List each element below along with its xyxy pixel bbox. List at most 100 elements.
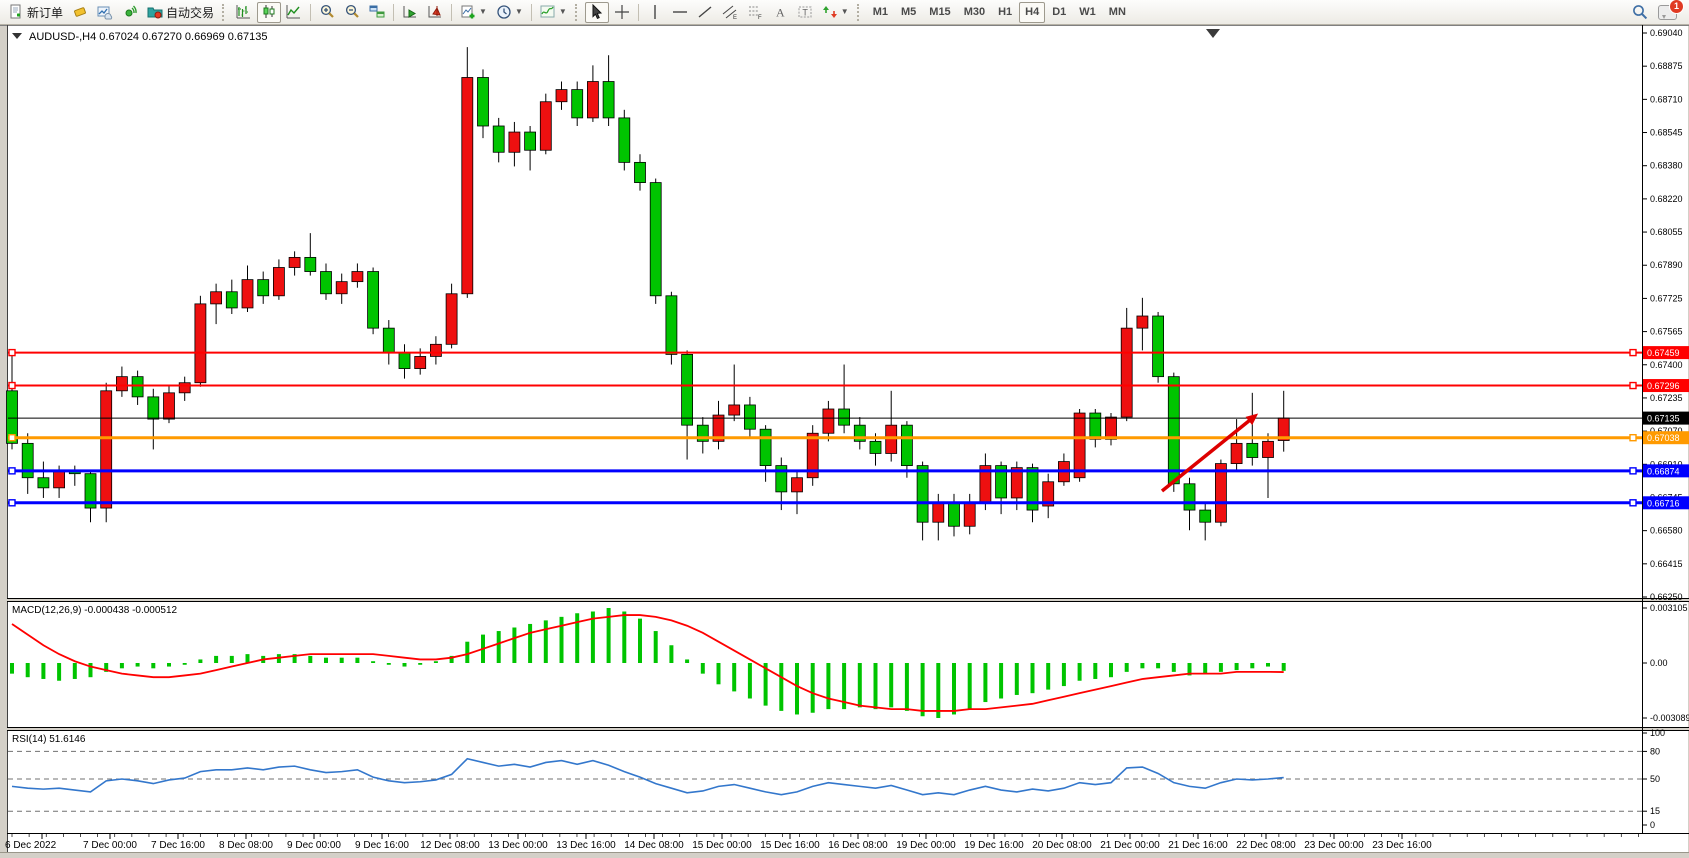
- candle-body[interactable]: [1246, 442, 1259, 458]
- search-icon[interactable]: [1632, 4, 1648, 20]
- candle-body[interactable]: [241, 279, 254, 309]
- candlestick-chart-button[interactable]: [257, 1, 282, 23]
- new-order-button[interactable]: 新订单: [4, 2, 67, 23]
- horizontal-line-tool-button[interactable]: [668, 2, 692, 23]
- candle-body[interactable]: [398, 351, 411, 369]
- candle-body[interactable]: [147, 396, 160, 420]
- candle-body[interactable]: [838, 408, 850, 426]
- line-anchor-handle[interactable]: [1629, 434, 1637, 442]
- candle-body[interactable]: [822, 408, 835, 434]
- candle-body[interactable]: [382, 327, 395, 353]
- chart-shift-button[interactable]: [423, 2, 447, 23]
- candle-body[interactable]: [1262, 440, 1274, 458]
- candle-body[interactable]: [131, 376, 144, 398]
- panel-splitter[interactable]: [7, 599, 1689, 601]
- candle-body[interactable]: [995, 465, 1007, 499]
- timeframe-mn-button[interactable]: MN: [1108, 6, 1126, 18]
- horizontal-line-object[interactable]: 0.67038: [8, 431, 1689, 445]
- period-clock-button[interactable]: ▼: [492, 2, 527, 23]
- candle-body[interactable]: [194, 303, 207, 384]
- candle-body[interactable]: [6, 390, 18, 444]
- symbol-dropdown-icon[interactable]: [12, 33, 22, 39]
- charts-cloud-button[interactable]: [93, 2, 117, 23]
- candle-body[interactable]: [885, 424, 898, 454]
- new-chart-button[interactable]: ▼: [456, 2, 491, 23]
- candle-body[interactable]: [1026, 467, 1039, 511]
- line-anchor-handle[interactable]: [1629, 348, 1637, 357]
- candle-body[interactable]: [508, 131, 521, 153]
- candle-body[interactable]: [116, 376, 128, 392]
- candle-body[interactable]: [37, 477, 50, 489]
- timeframe-m30-button[interactable]: M30: [963, 6, 986, 18]
- candle-body[interactable]: [257, 279, 270, 297]
- horizontal-line-object[interactable]: 0.67296: [8, 379, 1689, 393]
- line-anchor-handle[interactable]: [1629, 499, 1637, 507]
- candle-body[interactable]: [1230, 442, 1243, 464]
- candle-body[interactable]: [1152, 315, 1164, 378]
- arrows-tool-button[interactable]: ▼: [818, 2, 853, 23]
- timeframe-m15-button[interactable]: M15: [929, 6, 951, 18]
- candle-body[interactable]: [429, 343, 442, 357]
- timeframe-m1-button[interactable]: M1: [872, 6, 888, 18]
- candle-body[interactable]: [1199, 509, 1212, 523]
- candle-body[interactable]: [539, 101, 552, 151]
- equidistant-channel-tool-button[interactable]: E: [718, 2, 742, 23]
- signals-button[interactable]: [118, 2, 142, 23]
- candle-body[interactable]: [806, 432, 819, 479]
- candle-body[interactable]: [414, 356, 427, 369]
- candle-body[interactable]: [1183, 483, 1196, 511]
- candle-body[interactable]: [1042, 481, 1055, 507]
- candle-body[interactable]: [1120, 327, 1133, 418]
- candle-body[interactable]: [178, 382, 191, 394]
- timeframe-h1-button[interactable]: H1: [998, 6, 1013, 18]
- bar-chart-button[interactable]: [232, 2, 256, 23]
- candle-body[interactable]: [477, 77, 489, 127]
- zoom-out-button[interactable]: [340, 2, 364, 23]
- candle-body[interactable]: [288, 256, 301, 268]
- candle-body[interactable]: [759, 428, 772, 467]
- auto-trading-button[interactable]: 自动交易: [143, 2, 218, 23]
- candle-body[interactable]: [304, 256, 317, 272]
- trendline-tool-button[interactable]: [693, 2, 717, 23]
- candle-body[interactable]: [21, 442, 34, 479]
- candle-body[interactable]: [618, 117, 631, 163]
- candle-body[interactable]: [853, 424, 866, 442]
- candle-body[interactable]: [1215, 463, 1227, 523]
- candle-body[interactable]: [163, 392, 175, 420]
- candle-body[interactable]: [1073, 412, 1086, 479]
- candle-body[interactable]: [53, 471, 65, 489]
- chart-shift-marker[interactable]: [1206, 29, 1220, 38]
- cursor-tool-button[interactable]: [584, 1, 609, 23]
- candle-body[interactable]: [744, 404, 756, 430]
- line-anchor-handle[interactable]: [1629, 381, 1637, 390]
- zoom-in-button[interactable]: [315, 2, 339, 23]
- candle-body[interactable]: [1167, 376, 1180, 485]
- horizontal-line-object[interactable]: 0.66716: [8, 496, 1689, 510]
- timeframe-m5-button[interactable]: M5: [901, 6, 917, 18]
- candle-body[interactable]: [587, 81, 599, 119]
- tile-windows-button[interactable]: [365, 2, 389, 23]
- candle-body[interactable]: [84, 473, 97, 509]
- candle-body[interactable]: [948, 501, 960, 527]
- candle-body[interactable]: [916, 465, 929, 523]
- candle-body[interactable]: [100, 390, 113, 509]
- candle-body[interactable]: [524, 131, 536, 151]
- trend-arrow-annotation[interactable]: [1160, 413, 1259, 493]
- line-anchor-handle[interactable]: [8, 499, 16, 507]
- text-label-tool-button[interactable]: T: [793, 2, 817, 23]
- candle-body[interactable]: [932, 501, 945, 523]
- candle-body[interactable]: [1136, 315, 1149, 329]
- fibonacci-tool-button[interactable]: F: [743, 2, 767, 23]
- timeframe-d1-button[interactable]: D1: [1052, 6, 1067, 18]
- candle-body[interactable]: [1010, 467, 1023, 499]
- candle-body[interactable]: [775, 465, 788, 493]
- candle-body[interactable]: [696, 424, 709, 442]
- candle-body[interactable]: [320, 271, 332, 295]
- candle-body[interactable]: [681, 354, 693, 426]
- candle-body[interactable]: [1089, 412, 1102, 440]
- line-anchor-handle[interactable]: [8, 381, 16, 390]
- candle-body[interactable]: [634, 161, 646, 183]
- candle-body[interactable]: [335, 281, 348, 295]
- candle-body[interactable]: [351, 271, 364, 283]
